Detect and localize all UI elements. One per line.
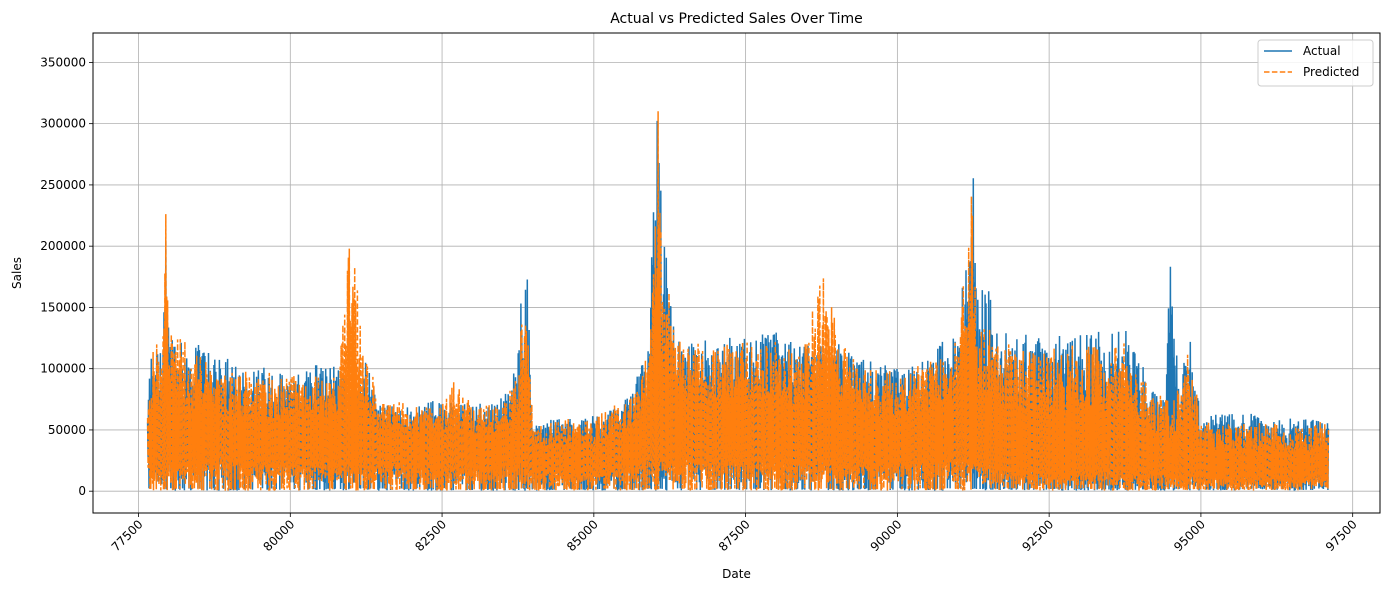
legend-label: Predicted: [1303, 65, 1359, 79]
x-axis-label: Date: [722, 567, 751, 581]
legend-label: Actual: [1303, 44, 1341, 58]
legend: Actual Predicted: [1257, 39, 1374, 87]
plot-frame: [92, 32, 1381, 514]
y-tick-label: 350000: [40, 55, 86, 69]
y-tick-label: 300000: [40, 117, 86, 131]
y-axis-label: Sales: [10, 257, 24, 289]
y-tick-label: 50000: [48, 423, 86, 437]
y-axis: 0 50000 100000 150000 200000 250000 300000 3500…: [40, 55, 93, 498]
series-line-predicted: [146, 111, 1330, 491]
y-tick-label: 200000: [40, 239, 86, 253]
y-tick-label: 150000: [40, 300, 86, 314]
chart-title: Actual vs Predicted Sales Over Time: [610, 11, 863, 27]
y-tick-label: 100000: [40, 362, 86, 376]
y-tick-label: 0: [78, 484, 86, 498]
plot-area: [146, 111, 1330, 491]
y-tick-label: 250000: [40, 178, 86, 192]
